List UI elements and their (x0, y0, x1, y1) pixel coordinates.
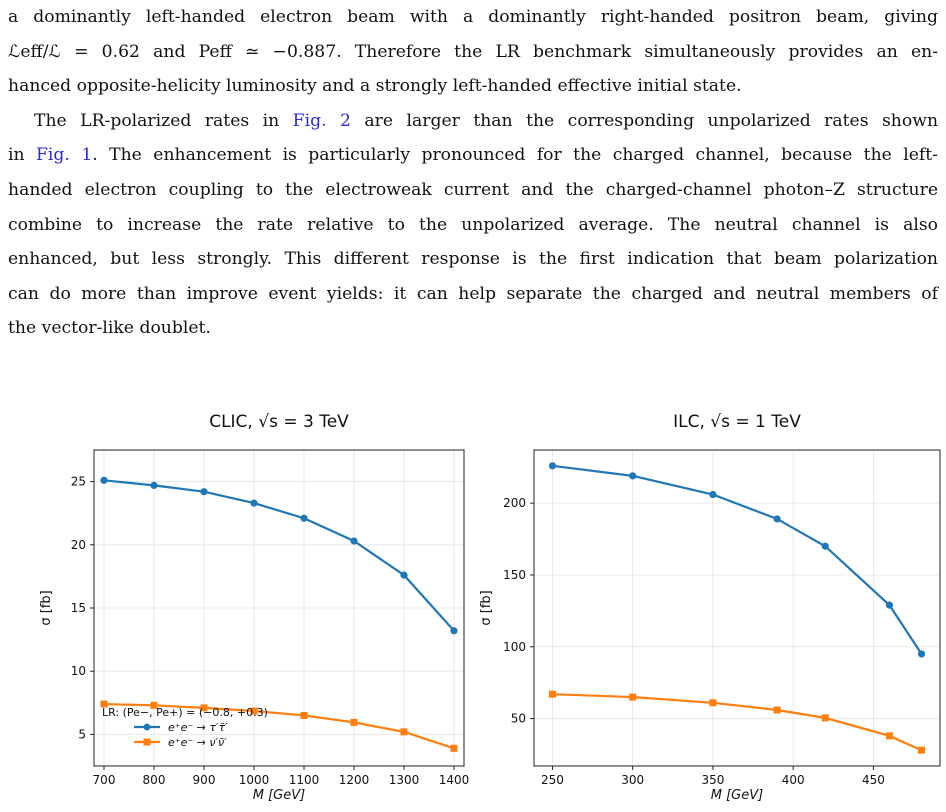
text-run: are larger than the corresponding unpola… (350, 110, 939, 131)
y-tick-label: 25 (71, 475, 86, 489)
paragraph-1-line-2: ℒeff/ℒ = 0.62 and Peff ≃ −0.887. Therefo… (8, 41, 938, 62)
data-point (250, 499, 258, 507)
chart-title: CLIC, √s = 3 TeV (209, 412, 349, 432)
x-tick-label: 900 (193, 773, 216, 787)
data-point (200, 488, 208, 496)
x-tick-label: 1400 (439, 773, 470, 787)
x-axis-label: M [GeV] (253, 788, 305, 803)
x-tick-label: 1200 (339, 773, 370, 787)
paragraph-2-line-6: can do more than improve event yields: i… (8, 283, 938, 304)
text-run: The LR-polarized rates in (34, 110, 293, 131)
paragraph-2-line-5: enhanced, but less strongly. This differ… (8, 249, 938, 270)
legend-entry: e⁺e⁻ → τ′τ̄′ (168, 721, 228, 734)
paragraph-2-line-1: The LR-polarized rates in Fig. 2 are lar… (8, 104, 938, 139)
data-point (548, 690, 556, 698)
ilc-cross-section-chart: ILC, √s = 1 TeV 250 300 350 400 450 50 100 150 20… (479, 412, 941, 803)
x-tick-label: 300 (621, 773, 644, 787)
x-tick-label: 1000 (239, 773, 270, 787)
data-point (250, 707, 258, 715)
data-point (709, 490, 717, 499)
data-point (300, 514, 308, 522)
paragraph-1: a dominantly left-handed electron beam w… (8, 0, 938, 104)
series-charged (100, 476, 458, 635)
data-point (709, 699, 717, 707)
data-point (200, 704, 208, 712)
x-axis-label: M [GeV] (711, 788, 763, 803)
paragraph-1-line-1: a dominantly left-handed electron beam w… (8, 7, 938, 27)
y-tick-label: 150 (503, 568, 526, 582)
clic-cross-section-chart: CLIC, √s = 3 TeV 700 800 900 1000 1100 1200 130… (39, 412, 470, 803)
text-run: in (8, 145, 36, 166)
paragraph-2-line-7: the vector-like doublet. (8, 318, 211, 339)
y-tick-label: 5 (78, 727, 86, 741)
data-point (350, 718, 358, 726)
data-point (821, 542, 829, 550)
data-point (773, 706, 781, 714)
data-point (150, 481, 158, 489)
x-tick-label: 350 (701, 773, 724, 787)
paragraph-1-line-3: hanced opposite-helicity luminosity and … (8, 76, 742, 97)
series-line (552, 464, 923, 655)
plot-frame (533, 449, 941, 767)
data-point (885, 601, 894, 609)
series-neutral (548, 690, 926, 754)
data-point (450, 627, 458, 635)
data-point (885, 732, 893, 740)
body-text: a dominantly left-handed electron beam w… (8, 0, 938, 346)
text-run: . The enhancement is particularly pronou… (92, 145, 938, 166)
data-point (450, 744, 458, 752)
data-point (629, 693, 637, 701)
data-point (821, 714, 829, 722)
data-point (300, 711, 308, 719)
legend: LR: (Pe−, Pe+) = (−0.8, +0.3) e⁺e⁻ → τ′τ̄… (102, 706, 268, 749)
x-tick-label: 400 (782, 773, 805, 787)
x-tick-label: 1100 (289, 773, 320, 787)
data-point (918, 746, 926, 754)
data-point (400, 728, 408, 736)
paragraph-2-line-3: handed electron coupling to the electrow… (8, 179, 938, 200)
y-tick-label: 10 (71, 664, 86, 678)
x-tick-label: 800 (143, 773, 166, 787)
legend-title: LR: (Pe−, Pe+) = (−0.8, +0.3) (102, 706, 268, 719)
legend-marker (143, 723, 151, 731)
chart-title: ILC, √s = 1 TeV (673, 412, 801, 432)
data-point (100, 700, 108, 708)
series-line (552, 693, 922, 752)
data-point (548, 462, 557, 470)
y-axis-label: σ [fb] (479, 590, 494, 625)
data-point (150, 701, 158, 709)
data-point (400, 571, 408, 579)
x-tick-label: 450 (862, 773, 885, 787)
grid-lines (94, 450, 464, 766)
grid-lines (534, 450, 940, 766)
x-tick-label: 700 (93, 773, 116, 787)
figure-2-link[interactable]: Fig. 2 (292, 110, 351, 131)
data-point (100, 476, 108, 484)
legend-entry: e⁺e⁻ → ν′ν̄′ (168, 736, 227, 749)
series-line (103, 702, 455, 750)
figure-1-link[interactable]: Fig. 1 (36, 145, 93, 166)
x-tick-label: 1300 (389, 773, 420, 787)
y-tick-label: 15 (71, 601, 86, 615)
x-tick-label: 250 (541, 773, 564, 787)
y-axis-label: σ [fb] (39, 590, 54, 625)
paragraph-2-line-4: combine to increase the rate relative to… (8, 214, 938, 235)
y-tick-label: 100 (503, 640, 526, 654)
data-point (917, 650, 926, 658)
legend-marker (143, 738, 151, 746)
y-tick-label: 20 (71, 538, 86, 552)
paragraph-2-line-2: in Fig. 1. The enhancement is particular… (8, 138, 938, 173)
y-tick-label: 50 (511, 712, 526, 726)
y-tick-label: 200 (503, 496, 526, 510)
series-neutral (100, 700, 458, 752)
data-point (629, 472, 637, 480)
paragraph-2: The LR-polarized rates in Fig. 2 are lar… (8, 104, 938, 346)
series-line (103, 479, 455, 632)
data-point (773, 515, 781, 523)
data-point (350, 537, 358, 545)
series-charged (548, 462, 926, 658)
